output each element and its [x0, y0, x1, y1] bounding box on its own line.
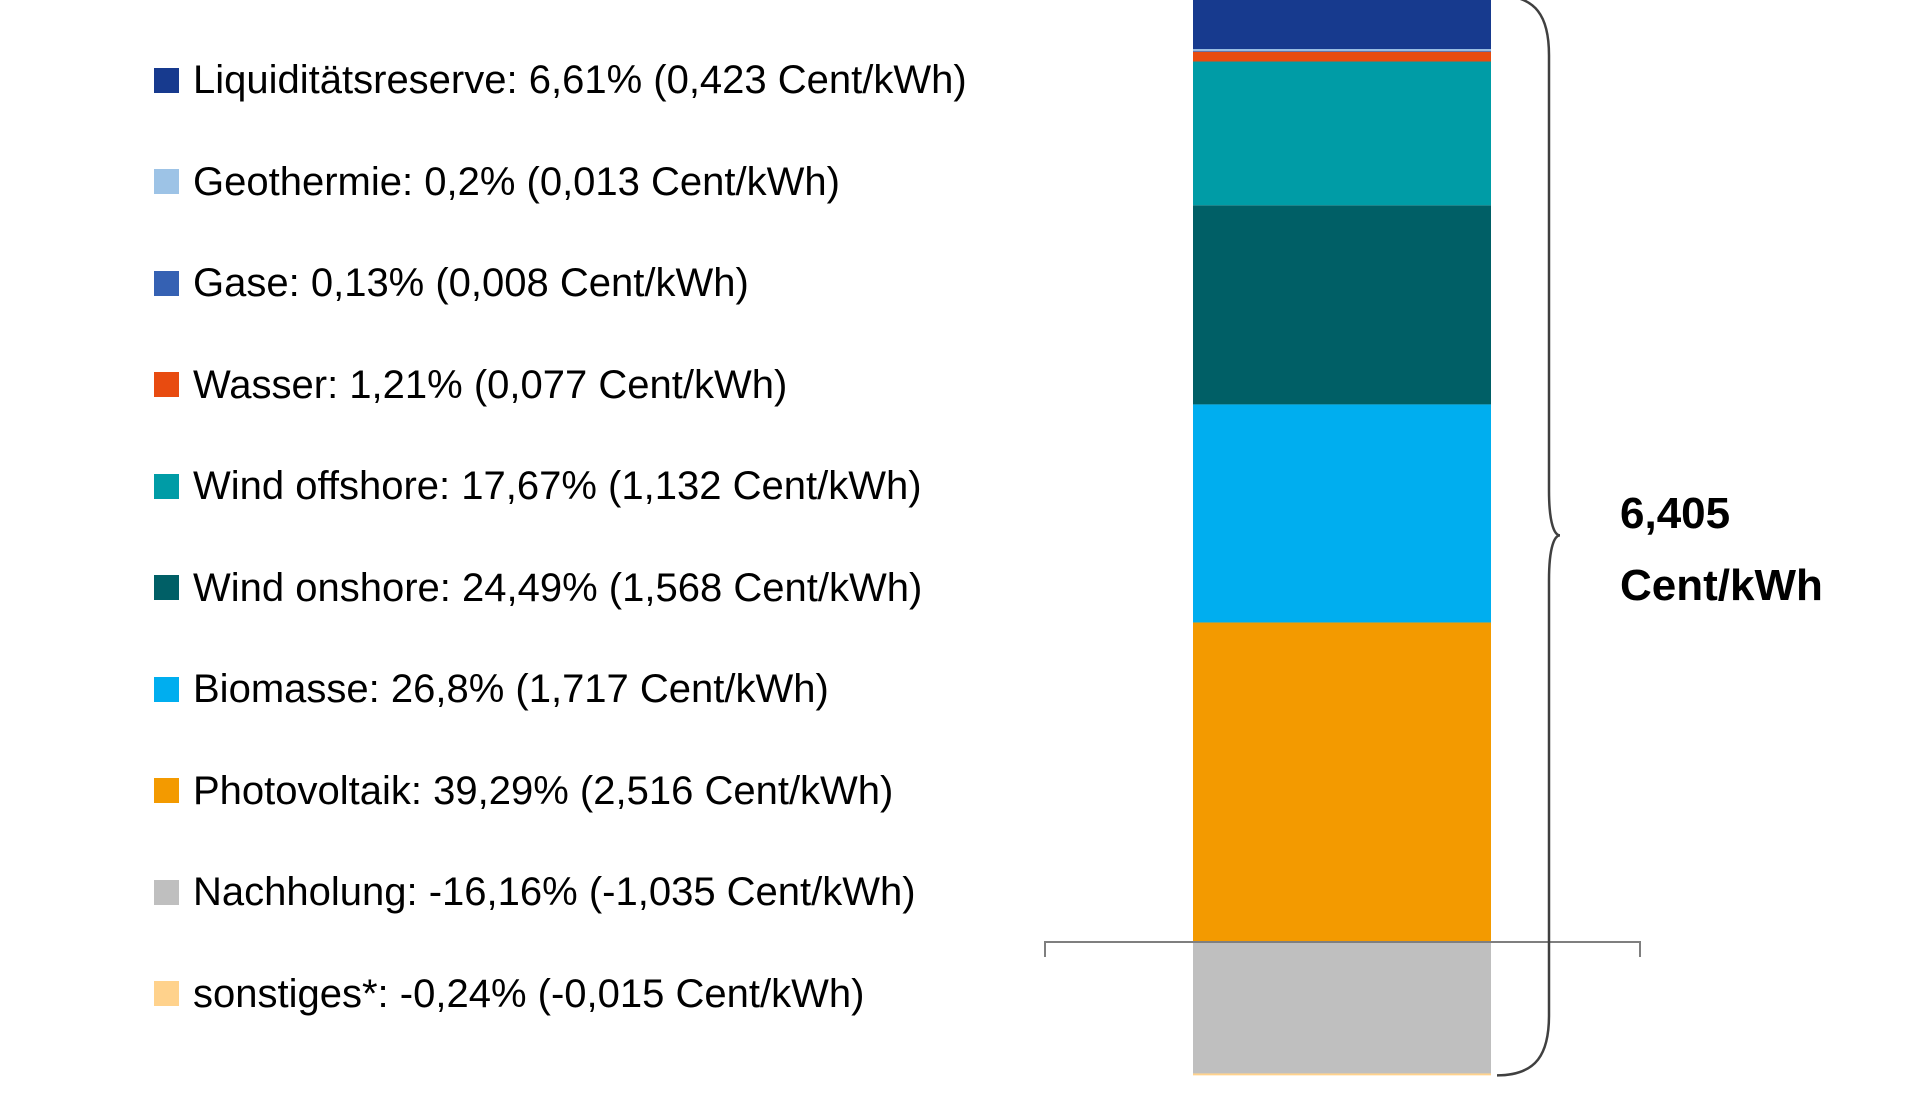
- bar-segment-biomasse: [1193, 404, 1491, 623]
- legend-label: Nachholung: -16,16% (-1,035 Cent/kWh): [193, 870, 916, 914]
- bar-segment-liquidit-tsreserve: [1193, 0, 1491, 50]
- legend-item: Geothermie: 0,2% (0,013 Cent/kWh): [154, 152, 840, 212]
- legend-label: Wind offshore: 17,67% (1,132 Cent/kWh): [193, 464, 922, 508]
- legend-swatch: [154, 372, 179, 397]
- legend-label: Wind onshore: 24,49% (1,568 Cent/kWh): [193, 565, 923, 610]
- bar-segment-photovoltaik: [1193, 622, 1491, 942]
- zero-axis-line: [1044, 941, 1641, 957]
- legend-label: sonstiges*: -0,24% (-0,015 Cent/kWh): [193, 971, 865, 1016]
- legend-item: Wind onshore: 24,49% (1,568 Cent/kWh): [154, 558, 922, 618]
- bar-segment-nachholung: [1193, 942, 1491, 1074]
- total-value: 6,405: [1620, 489, 1731, 538]
- legend-label: Wasser: 1,21% (0,077 Cent/kWh): [193, 362, 788, 407]
- legend-swatch: [154, 676, 179, 702]
- legend-item: Photovoltaik: 39,29% (2,516 Cent/kWh): [154, 761, 893, 821]
- legend-label: Geothermie: 0,2% (0,013 Cent/kWh): [193, 159, 840, 204]
- legend-item: Gase: 0,13% (0,008 Cent/kWh): [154, 253, 749, 313]
- legend-swatch: [154, 575, 179, 600]
- legend-label: Photovoltaik: 39,29% (2,516 Cent/kWh): [193, 768, 894, 813]
- legend-item: Biomasse: 26,8% (1,717 Cent/kWh): [154, 659, 829, 719]
- bar-segment-geothermie: [1193, 49, 1491, 51]
- total-unit: Cent/kWh: [1620, 561, 1823, 610]
- legend-swatch: [154, 778, 179, 803]
- legend-swatch: [154, 879, 179, 905]
- legend-item: Nachholung: -16,16% (-1,035 Cent/kWh): [154, 862, 916, 922]
- bar-segment-wind-offshore: [1193, 61, 1491, 206]
- legend-swatch: [154, 169, 179, 194]
- legend-label: Biomasse: 26,8% (1,717 Cent/kWh): [193, 667, 829, 711]
- legend-label: Gase: 0,13% (0,008 Cent/kWh): [193, 261, 749, 305]
- legend-swatch: [154, 981, 179, 1006]
- legend-swatch: [154, 67, 179, 93]
- legend-item: Liquiditätsreserve: 6,61% (0,423 Cent/kW…: [154, 50, 967, 110]
- legend-swatch: [154, 270, 179, 296]
- total-label: 6,405 Cent/kWh: [1620, 478, 1823, 622]
- legend-label: Liquiditätsreserve: 6,61% (0,423 Cent/kW…: [193, 58, 967, 102]
- chart-legend: Liquiditätsreserve: 6,61% (0,423 Cent/kW…: [154, 0, 1114, 1120]
- total-brace: [1496, 0, 1561, 1077]
- bar-segment-wind-onshore: [1193, 205, 1491, 405]
- legend-item: sonstiges*: -0,24% (-0,015 Cent/kWh): [154, 964, 864, 1024]
- legend-item: Wind offshore: 17,67% (1,132 Cent/kWh): [154, 456, 922, 516]
- legend-swatch: [154, 473, 179, 499]
- legend-item: Wasser: 1,21% (0,077 Cent/kWh): [154, 355, 787, 415]
- bar-segment-gase: [1193, 50, 1491, 52]
- bar-segment-wasser: [1193, 51, 1491, 62]
- bar-segment-sonstiges: [1193, 1073, 1491, 1076]
